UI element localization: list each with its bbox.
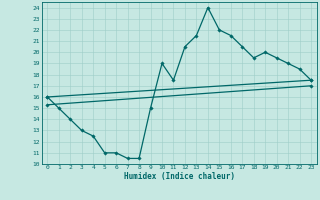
X-axis label: Humidex (Indice chaleur): Humidex (Indice chaleur)	[124, 172, 235, 181]
